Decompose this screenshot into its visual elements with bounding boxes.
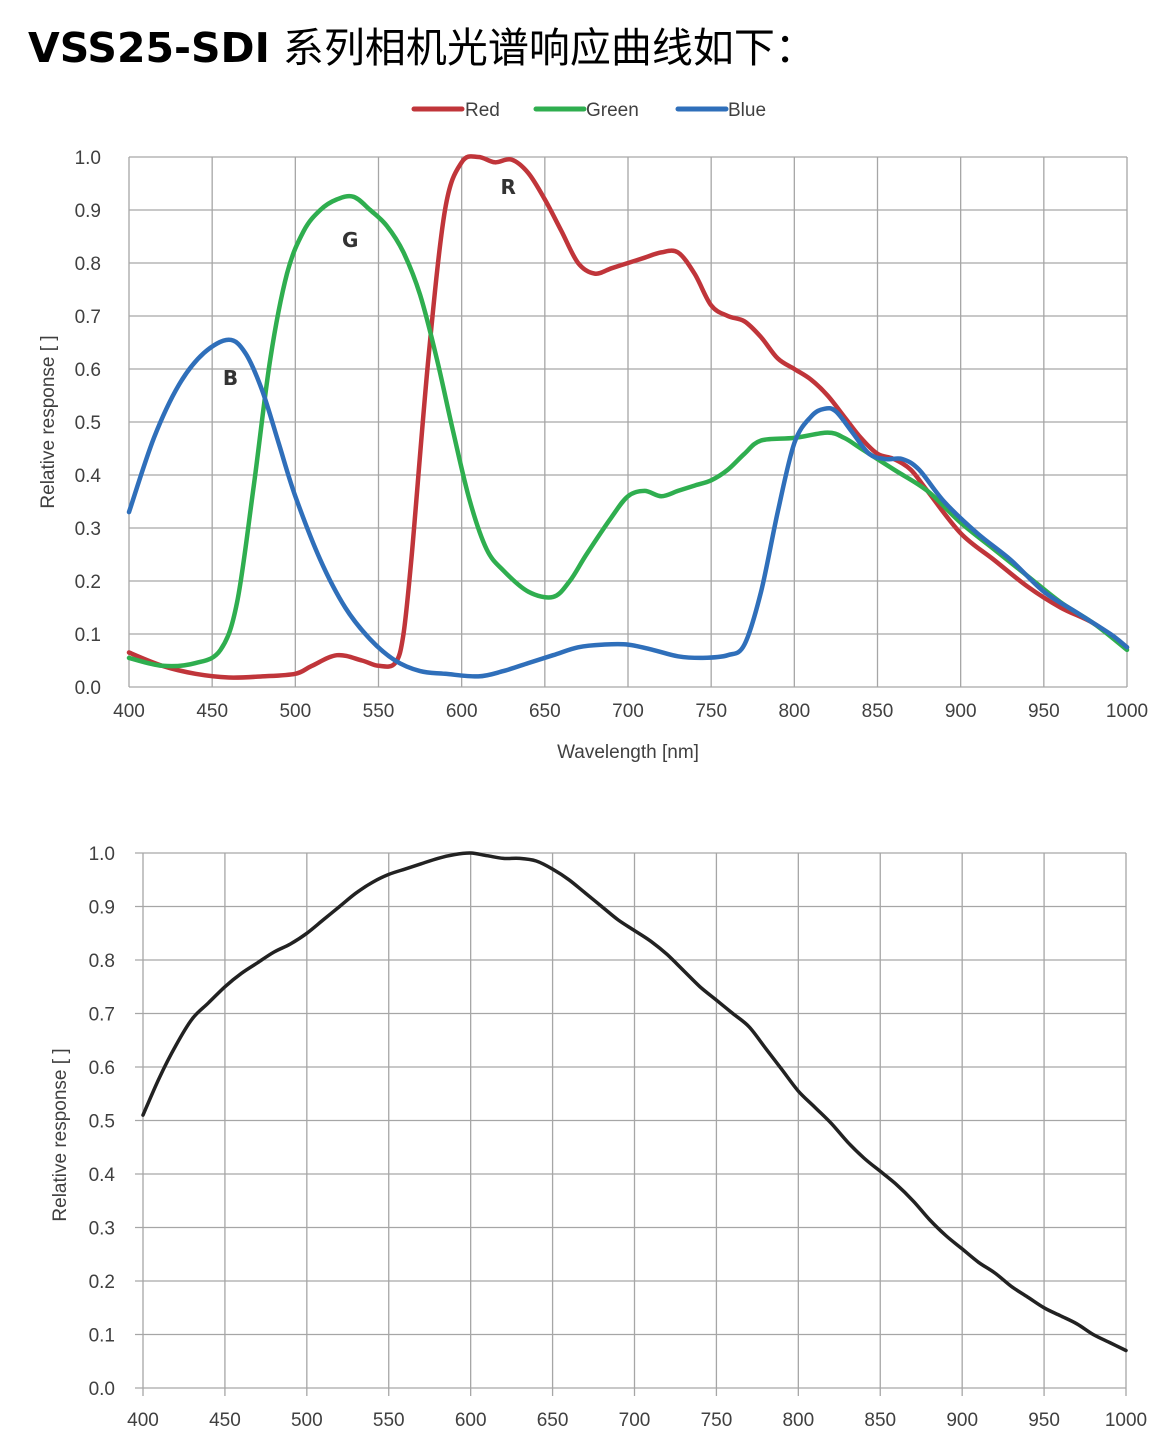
legend-label-blue: Blue — [728, 100, 766, 121]
x-tick-label: 850 — [862, 701, 894, 722]
x-tick-label: 650 — [529, 701, 561, 722]
grid — [135, 852, 1127, 1396]
curve-annotation-b: B — [223, 366, 238, 390]
y-tick-labels: 0.0 0.1 0.2 0.3 0.4 0.5 0.6 0.7 0.8 0.9 1.0 — [89, 844, 116, 1400]
x-tick-label: 900 — [945, 701, 977, 722]
x-tick-label: 600 — [455, 1410, 487, 1431]
x-tick-label: 450 — [196, 701, 228, 722]
y-tick-label: 0.6 — [75, 360, 101, 381]
x-tick-label: 1000 — [1105, 1410, 1147, 1431]
curve-annotation-r: R — [501, 175, 516, 199]
x-tick-label: 650 — [537, 1410, 569, 1431]
y-tick-label: 1.0 — [75, 148, 101, 169]
x-tick-label: 500 — [291, 1410, 323, 1431]
x-tick-label: 500 — [279, 701, 311, 722]
x-tick-label: 950 — [1028, 1410, 1060, 1431]
y-tick-label: 0.4 — [89, 1165, 116, 1186]
x-tick-label: 800 — [782, 1410, 814, 1431]
grid — [128, 156, 1128, 688]
y-tick-labels: 0.0 0.1 0.2 0.3 0.4 0.5 0.6 0.7 0.8 0.9 1.0 — [75, 148, 102, 699]
y-tick-label: 0.1 — [75, 625, 101, 646]
y-tick-label: 0.6 — [89, 1058, 115, 1079]
y-tick-label: 0.7 — [75, 307, 101, 328]
x-tick-label: 600 — [446, 701, 478, 722]
legend: Red Green Blue — [411, 100, 766, 121]
y-tick-label: 0.5 — [75, 413, 101, 434]
x-tick-label: 700 — [619, 1410, 651, 1431]
x-tick-label: 750 — [701, 1410, 733, 1431]
y-tick-label: 0.0 — [75, 678, 101, 699]
x-tick-label: 750 — [695, 701, 727, 722]
y-tick-label: 0.1 — [89, 1326, 115, 1347]
title-model: VSS25-SDI — [28, 24, 270, 72]
y-axis-title: Relative response [ ] — [38, 335, 59, 508]
x-tick-label: 400 — [113, 701, 145, 722]
series-line-mono — [141, 851, 1128, 1353]
y-axis-title: Relative response [ ] — [50, 1048, 71, 1221]
color-spectral-response-chart: Red Green Blue 0.00.10.20.30.40.50.60.70… — [38, 100, 1148, 763]
y-tick-label: 0.0 — [89, 1379, 115, 1400]
y-tick-label: 0.3 — [75, 519, 101, 540]
series-lines — [141, 851, 1128, 1353]
y-tick-label: 0.8 — [75, 254, 101, 275]
x-tick-label: 1000 — [1106, 701, 1148, 722]
legend-label-red: Red — [465, 100, 500, 121]
series-line-blue — [126, 337, 1130, 679]
x-tick-label: 850 — [864, 1410, 896, 1431]
y-tick-label: 0.9 — [75, 201, 101, 222]
x-tick-label: 450 — [209, 1410, 241, 1431]
x-tick-label: 400 — [127, 1410, 159, 1431]
y-tick-label: 0.8 — [89, 951, 115, 972]
y-tick-label: 1.0 — [89, 844, 115, 865]
y-tick-label: 0.4 — [75, 466, 102, 487]
x-tick-label: 900 — [946, 1410, 978, 1431]
x-tick-label: 950 — [1028, 701, 1060, 722]
y-tick-label: 0.9 — [89, 898, 115, 919]
title-text: 系列相机光谱响应曲线如下： — [269, 24, 816, 72]
y-tick-label: 0.2 — [75, 572, 101, 593]
x-tick-label: 550 — [363, 701, 395, 722]
y-tick-label: 0.5 — [89, 1112, 115, 1133]
y-tick-label: 0.2 — [89, 1272, 115, 1293]
x-axis-title: Wavelength [nm] — [557, 742, 699, 763]
x-tick-label: 700 — [612, 701, 644, 722]
x-tick-labels: 400 450 500 550 600 650 700 750 800 850 900 950 1000 — [113, 701, 1148, 722]
x-tick-label: 800 — [778, 701, 810, 722]
x-tick-label: 550 — [373, 1410, 405, 1431]
x-tick-labels: 400 450 500 550 600 650 700 750 800 850 900 950 1000 — [127, 1410, 1147, 1431]
page-title: VSS25-SDI 系列相机光谱响应曲线如下： — [28, 14, 816, 74]
curve-annotations: R G B — [223, 175, 516, 390]
curve-annotation-g: G — [342, 228, 358, 252]
y-tick-label: 0.7 — [89, 1005, 115, 1026]
legend-label-green: Green — [586, 100, 639, 121]
mono-spectral-response-chart: 0.0 0.1 0.2 0.3 0.4 0.5 0.6 0.7 0.8 0.9 1.0 400 450… — [50, 844, 1147, 1431]
series-lines — [126, 154, 1130, 680]
y-tick-label: 0.3 — [89, 1219, 115, 1240]
